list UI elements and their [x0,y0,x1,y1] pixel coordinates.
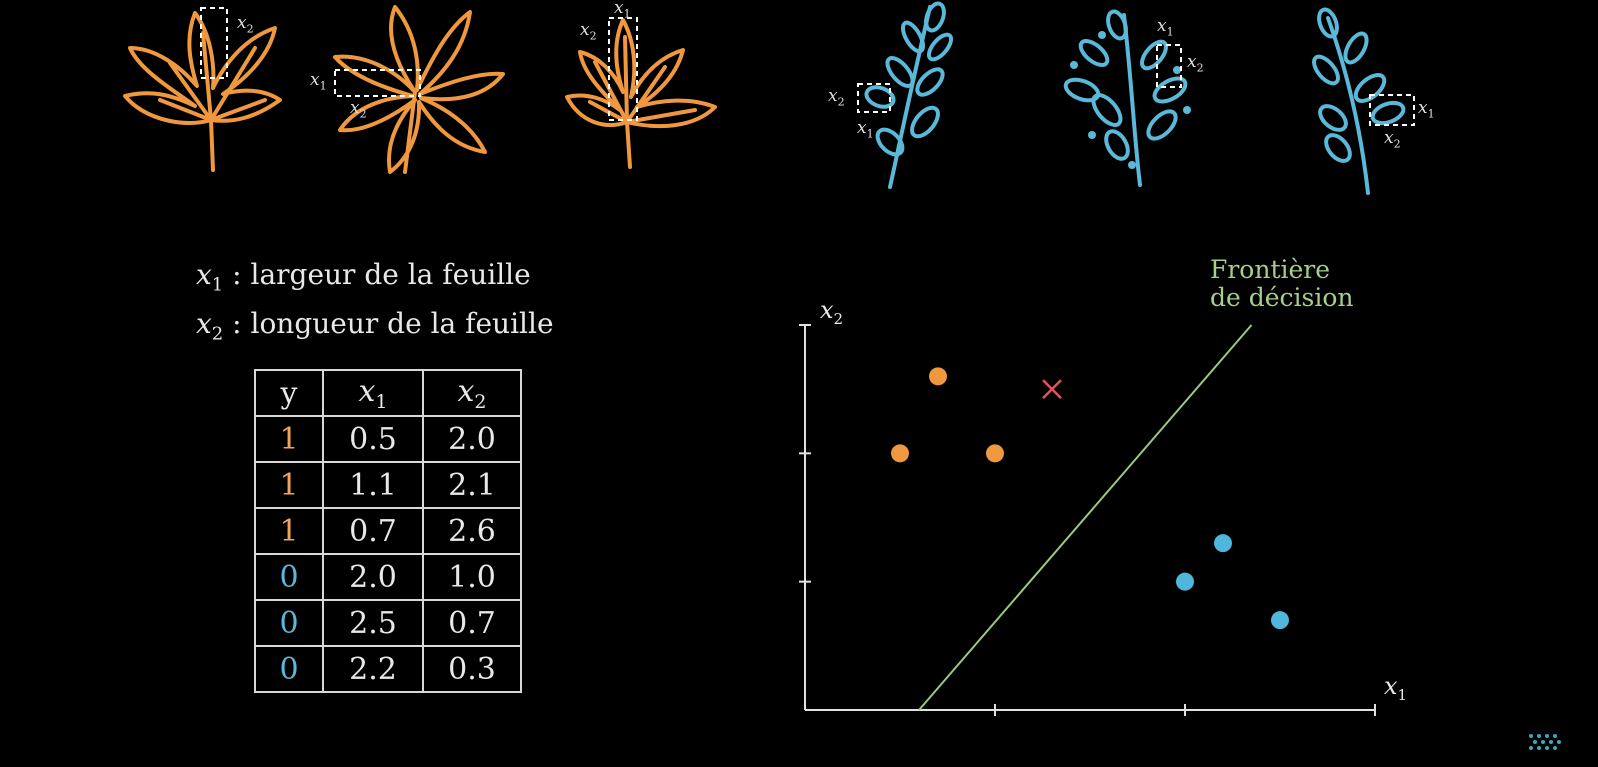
leaf-2-x2-label: x2 [350,98,367,121]
fern-leaf-1 [855,1,955,196]
cell-label: 1 [254,507,324,555]
cell-x1: 2.2 [322,645,424,693]
decision-boundary-label: Frontière de décision [1210,255,1354,312]
variable-definitions: x1 : largeur de la feuille x2 : longueur… [196,256,554,353]
cell-x1: 1.1 [322,461,424,509]
cell-label: 0 [254,645,324,693]
fern-3-x2-label: x2 [1384,128,1401,151]
blue-point [1214,534,1232,553]
maple-leaf-1-icon [123,7,282,172]
cell-x2: 0.7 [422,599,522,647]
decision-boundary-line [918,324,1253,711]
table-row: 1 1.1 2.1 [254,461,522,509]
maple-leaf-3 [565,12,725,176]
cell-x1: 2.0 [322,553,424,601]
new-point-marker [1042,379,1062,400]
leaf-2-x1-label: x1 [310,70,327,93]
maple-leaf-2 [325,2,505,181]
training-data-table: y x1 x2 1 0.5 2.0 1 1.1 2.1 1 0.7 2.6 0 2.0 1.0 0 2.5… [254,369,522,693]
header-y: y [254,369,324,417]
cell-label: 0 [254,553,324,601]
fern-3-x1-label: x1 [1418,98,1435,121]
cell-x2: 2.1 [422,461,522,509]
cell-label: 1 [254,461,324,509]
leaf-1-x2-label: x2 [237,13,254,36]
cell-x1: 0.7 [322,507,424,555]
cell-x1: 0.5 [322,415,424,463]
header-x2: x2 [422,369,522,417]
cell-x2: 1.0 [422,553,522,601]
orange-point [891,444,909,463]
x-axis-label: x1 [1384,672,1408,704]
leaf-3-x2-label: x2 [580,20,597,43]
fern-2-x1-label: x1 [1157,16,1174,39]
blue-point [1176,572,1194,591]
fern-leaf-3 [1308,7,1418,202]
maple-leaf-2-icon [333,5,505,174]
table-header-row: y x1 x2 [254,369,522,417]
table-row: 1 0.7 2.6 [254,507,522,555]
definition-x1: x1 : largeur de la feuille [196,258,531,296]
cell-label: 1 [254,415,324,463]
fern-leaf-2-icon [1063,9,1191,187]
cell-label: 0 [254,599,324,647]
fern-1-x2-label: x2 [828,86,845,109]
cell-x2: 0.3 [422,645,522,693]
table-row: 0 2.0 1.0 [254,553,522,601]
fern-leaf-2 [1062,5,1202,194]
fern-2-x2-label: x2 [1187,52,1204,75]
channel-logo-icon [1529,734,1561,750]
definition-x2: x2 : longueur de la feuille [196,306,554,345]
fern-leaf-3-icon [1312,7,1415,195]
header-x1: x1 [322,369,424,417]
cell-x2: 2.0 [422,415,522,463]
blue-point [1271,611,1289,630]
cell-x1: 2.5 [322,599,424,647]
decision-plot [799,324,1376,716]
y-axis-label: x2 [820,296,844,328]
fern-leaf-1-icon [857,1,954,189]
leaf-3-x1-label: x1 [614,0,631,21]
orange-point [929,367,947,386]
orange-point [986,444,1004,463]
maple-leaf-3-icon [565,17,717,169]
fern-1-x1-label: x1 [857,118,874,141]
cell-x2: 2.6 [422,507,522,555]
table-row: 0 2.5 0.7 [254,599,522,647]
table-row: 1 0.5 2.0 [254,415,522,463]
table-row: 0 2.2 0.3 [254,645,522,693]
maple-leaf-1 [115,7,285,182]
